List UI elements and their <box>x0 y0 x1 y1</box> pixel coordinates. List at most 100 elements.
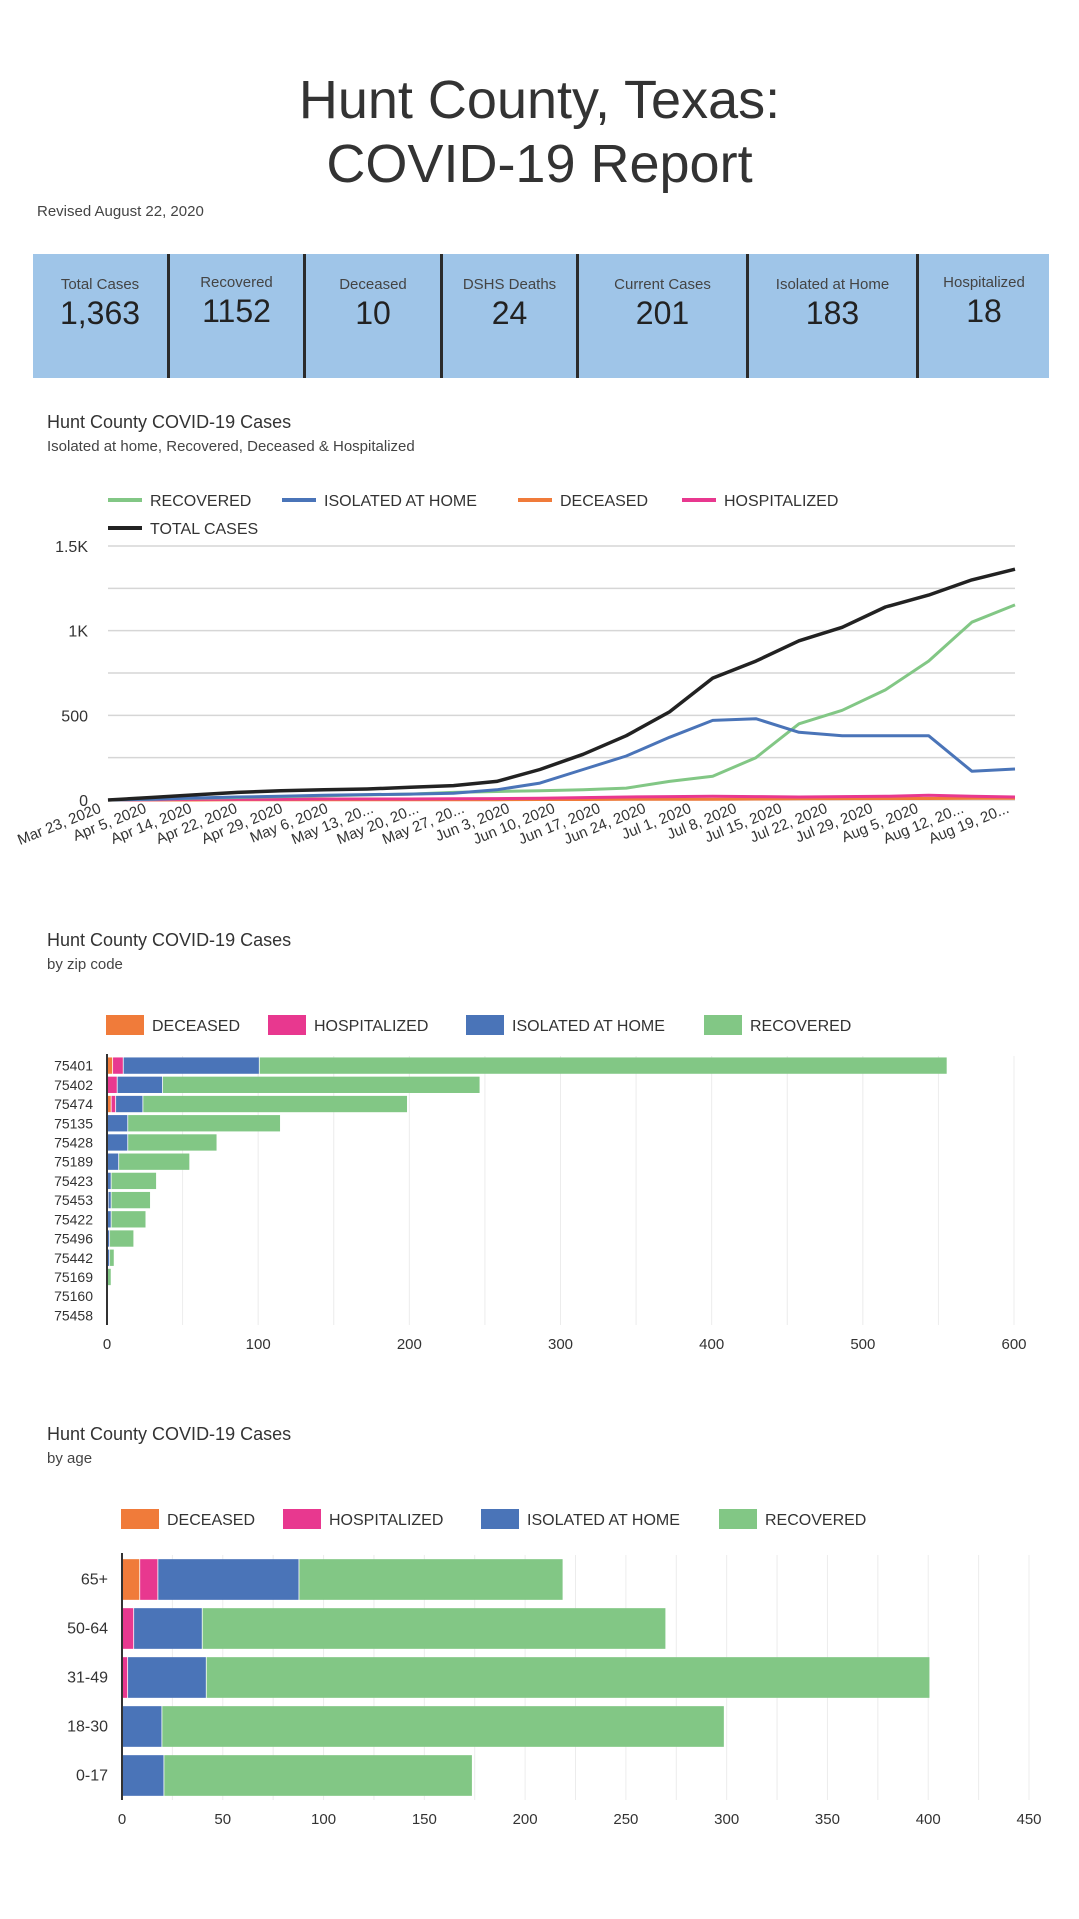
legend-label-recovered: RECOVERED <box>150 493 251 510</box>
series-line-total-cases <box>107 567 1016 802</box>
report-title-line2: COVID-19 Report <box>326 134 753 194</box>
bar-segment-isolated-at-home <box>122 1755 164 1796</box>
y-tick-label: 0 <box>79 793 88 810</box>
bar-segment-isolated-at-home <box>123 1057 259 1074</box>
bar-segment-isolated-at-home <box>107 1153 119 1170</box>
bar-segment-hospitalized <box>140 1559 158 1600</box>
x-tick-label: 500 <box>850 1336 875 1353</box>
bar-segment-isolated-at-home <box>116 1095 143 1113</box>
bar-segment-isolated-at-home <box>107 1172 111 1190</box>
bar-segment-isolated-at-home <box>107 1249 110 1266</box>
category-label: 75160 <box>54 1288 93 1304</box>
legend-swatch-hospitalized <box>268 1015 306 1035</box>
category-label: 75496 <box>54 1231 93 1247</box>
bar-segment-recovered <box>128 1134 217 1151</box>
legend-label-isolated-at-home: ISOLATED AT HOME <box>324 493 477 510</box>
category-label: 31-49 <box>67 1670 108 1687</box>
report-title: Hunt County, Texas: COVID-19 Report <box>0 68 1079 196</box>
x-tick-label: 450 <box>1016 1811 1041 1828</box>
bar-segment-deceased <box>107 1095 111 1113</box>
legend-swatch-recovered <box>704 1015 742 1035</box>
legend-label-deceased: DECEASED <box>152 1018 240 1035</box>
bar-segment-isolated-at-home <box>128 1657 206 1698</box>
legend-swatch-isolated-at-home <box>481 1509 519 1529</box>
stat-label: Hospitalized <box>943 274 1025 291</box>
category-label: 75428 <box>54 1134 93 1150</box>
legend-label-total-cases: TOTAL CASES <box>150 521 258 538</box>
stat-label: Recovered <box>200 274 273 291</box>
x-tick-label: 400 <box>699 1336 724 1353</box>
report-title-line1: Hunt County, Texas: <box>298 70 781 130</box>
category-label: 75401 <box>54 1058 93 1074</box>
stat-value: 1152 <box>202 293 271 329</box>
y-tick-label: 1K <box>68 624 88 641</box>
legend-label-hospitalized: HOSPITALIZED <box>329 1512 443 1529</box>
legend-label-recovered: RECOVERED <box>750 1018 851 1035</box>
x-tick-label: 250 <box>613 1811 638 1828</box>
stat-hospitalized: Hospitalized 18 <box>919 254 1049 378</box>
bar-segment-isolated-at-home <box>134 1608 202 1649</box>
stat-label: Isolated at Home <box>775 276 890 293</box>
stat-label: DSHS Deaths <box>462 276 557 293</box>
x-tick-label: 150 <box>412 1811 437 1828</box>
stat-value: 10 <box>355 295 391 331</box>
legend-label-recovered: RECOVERED <box>765 1512 866 1529</box>
bar-segment-recovered <box>202 1608 666 1649</box>
stat-value: 201 <box>635 295 690 331</box>
x-tick-label: 300 <box>548 1336 573 1353</box>
age-chart-subtitle: by age <box>47 1450 93 1467</box>
stat-value: 24 <box>491 295 528 331</box>
bar-segment-recovered <box>107 1268 111 1286</box>
zip-chart-title: Hunt County COVID-19 Cases <box>47 930 292 950</box>
line-chart-title: Hunt County COVID-19 Cases <box>47 412 292 432</box>
zip-chart-subtitle: by zip code <box>47 956 123 973</box>
bar-segment-recovered <box>111 1211 146 1228</box>
series-line-isolated-at-home <box>107 717 1016 802</box>
stat-label: Deceased <box>339 276 407 293</box>
legend-swatch-deceased <box>121 1509 159 1529</box>
bar-segment-isolated-at-home <box>158 1559 299 1600</box>
bar-segment-isolated-at-home <box>117 1076 163 1093</box>
legend-swatch-recovered <box>719 1509 757 1529</box>
stat-isolated-at-home: Isolated at Home 183 <box>749 254 919 378</box>
line-chart: RECOVERED ISOLATED AT HOME DECEASED HOSPITA… <box>15 493 1016 849</box>
category-label: 75442 <box>54 1250 93 1266</box>
category-label: 0-17 <box>76 1768 108 1785</box>
x-tick-label: 600 <box>1001 1336 1026 1353</box>
bar-segment-recovered <box>128 1115 281 1132</box>
x-tick-label: 100 <box>246 1336 271 1353</box>
bar-segment-isolated-at-home <box>108 1191 111 1209</box>
y-tick-label: 500 <box>61 708 88 725</box>
category-label: 75169 <box>54 1269 93 1285</box>
legend-label-isolated-at-home: ISOLATED AT HOME <box>527 1512 680 1529</box>
x-tick-label: 300 <box>714 1811 739 1828</box>
y-tick-label: 1.5K <box>55 539 88 556</box>
stat-total-cases: Total Cases 1,363 <box>33 254 170 378</box>
x-tick-label: 0 <box>103 1336 111 1353</box>
legend-label-hospitalized: HOSPITALIZED <box>314 1018 428 1035</box>
age-chart-title: Hunt County COVID-19 Cases <box>47 1424 292 1444</box>
bar-segment-recovered <box>110 1249 114 1266</box>
legend-label-deceased: DECEASED <box>167 1512 255 1529</box>
legend-swatch-hospitalized <box>283 1509 321 1529</box>
stats-bar: Total Cases 1,363 Recovered 1152 Decease… <box>33 254 1049 378</box>
bar-segment-recovered <box>299 1559 563 1600</box>
category-label: 75423 <box>54 1173 93 1189</box>
bar-segment-isolated-at-home <box>107 1211 111 1228</box>
stat-value: 18 <box>966 293 1002 329</box>
legend-label-deceased: DECEASED <box>560 493 648 510</box>
x-tick-label: 100 <box>311 1811 336 1828</box>
stat-label: Total Cases <box>60 276 140 293</box>
bar-segment-hospitalized <box>111 1095 116 1113</box>
category-label: 75189 <box>54 1154 93 1170</box>
bar-segment-recovered <box>162 1706 724 1747</box>
category-label: 75458 <box>54 1307 93 1323</box>
x-tick-label: 400 <box>916 1811 941 1828</box>
bar-segment-isolated-at-home <box>107 1134 128 1151</box>
x-tick-label: 0 <box>118 1811 126 1828</box>
stat-value: 1,363 <box>59 295 141 331</box>
bar-segment-recovered <box>164 1755 472 1796</box>
bar-segment-recovered <box>162 1076 480 1093</box>
bar-segment-hospitalized <box>113 1057 123 1074</box>
bar-segment-recovered <box>111 1172 157 1190</box>
